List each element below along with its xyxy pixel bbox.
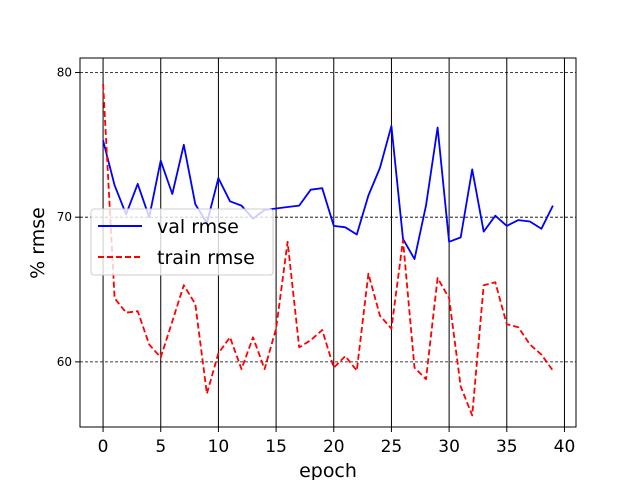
x-tick-label: 30: [438, 437, 460, 457]
y-tick-label: 60: [57, 355, 72, 369]
series-line-val-rmse: [102, 125, 554, 261]
x-tick-label: 20: [323, 437, 345, 457]
x-tick-label: 35: [496, 437, 518, 457]
series-group: [102, 83, 554, 417]
plot-frame: [79, 57, 577, 428]
x-tick-label: 15: [265, 437, 287, 457]
x-tick-label: 5: [155, 437, 166, 457]
y-tick-label: 80: [57, 65, 72, 79]
y-axis-label: % rmse: [27, 207, 49, 279]
series-line-train-rmse: [102, 83, 554, 417]
x-tick-label: 25: [381, 437, 403, 457]
x-tick-label: 0: [98, 437, 109, 457]
legend-label-train-rmse: train rmse: [157, 247, 255, 269]
x-tick-label: 10: [208, 437, 230, 457]
x-axis-label: epoch: [299, 460, 357, 480]
y-tick-label: 70: [57, 210, 72, 224]
legend-label-val-rmse: val rmse: [157, 216, 239, 238]
axis-ticks: 0 5 10 15 20 25 30 35 40 60 70 80: [57, 65, 576, 457]
legend: val rmse train rmse: [90, 208, 274, 276]
x-tick-label: 40: [554, 437, 576, 457]
